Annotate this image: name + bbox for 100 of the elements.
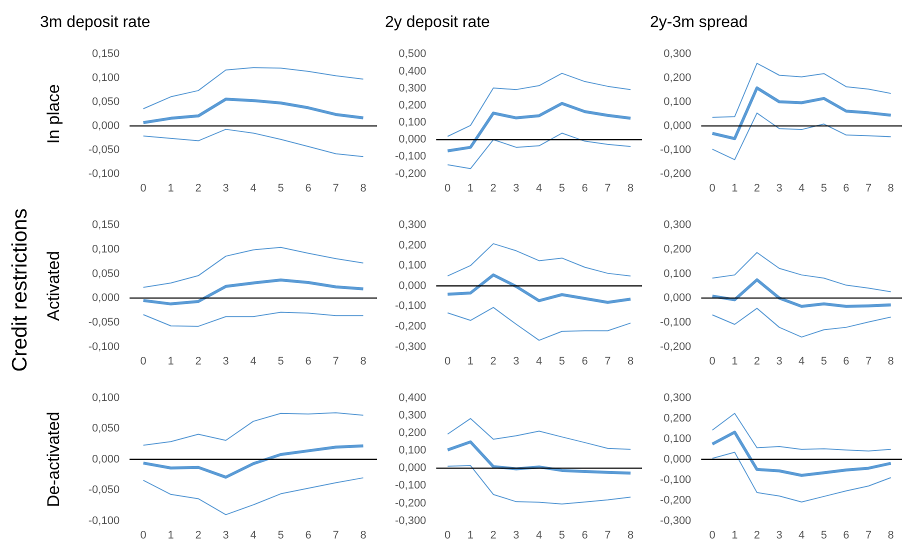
x-tick-label: 1 [168, 355, 174, 368]
x-tick-label: 6 [582, 355, 588, 368]
chart-title: 3m deposit rate [40, 14, 150, 32]
chart-title: 2y deposit rate [385, 14, 490, 32]
y-tick-label: -0,100 [394, 300, 426, 312]
x-tick-label: 0 [444, 355, 451, 368]
y-tick-label: 0,200 [664, 72, 692, 84]
x-tick-label: 6 [305, 182, 312, 194]
y-tick-label: 0,100 [398, 116, 426, 129]
y-tick-label: -0,100 [660, 316, 692, 328]
x-tick-label: 0 [140, 355, 146, 368]
y-tick-label: -0,100 [88, 514, 120, 527]
x-tick-label: 5 [278, 355, 284, 368]
x-tick-label: 1 [732, 182, 738, 194]
x-tick-label: 3 [776, 355, 782, 368]
x-tick-label: 7 [332, 355, 339, 368]
y-tick-label: 0,200 [398, 427, 426, 440]
y-tick-label: 0,000 [664, 120, 692, 132]
x-tick-label: 3 [776, 529, 782, 542]
y-tick-label: -0,100 [394, 480, 426, 492]
y-tick-label: -0,200 [660, 168, 692, 180]
x-tick-label: 3 [513, 529, 520, 542]
x-tick-label: 2 [754, 529, 760, 542]
x-tick-label: 0 [140, 182, 146, 194]
y-tick-label: 0,000 [398, 134, 426, 146]
x-tick-label: 7 [604, 529, 611, 542]
x-tick-label: 7 [865, 529, 872, 542]
y-tick-label: 0,500 [398, 48, 426, 60]
x-tick-label: 0 [709, 529, 716, 542]
x-tick-label: 3 [513, 182, 520, 194]
y-tick-label: 0,300 [664, 48, 692, 60]
y-tick-label: 0,000 [664, 292, 692, 304]
y-tick-label: 0,000 [92, 120, 120, 132]
x-tick-label: 8 [628, 529, 634, 542]
x-tick-label: 5 [820, 529, 827, 542]
y-tick-label: -0,200 [394, 497, 426, 510]
x-tick-label: 0 [709, 355, 716, 368]
y-tick-label: -0,300 [660, 514, 692, 527]
x-tick-label: 5 [558, 529, 566, 542]
y-tick-label: -0,200 [660, 494, 692, 506]
y-tick-label: 0,300 [398, 410, 426, 422]
y-tick-label: -0,100 [88, 340, 120, 353]
x-tick-label: 7 [865, 355, 872, 368]
x-tick-label: 1 [467, 355, 474, 368]
x-tick-label: 2 [195, 355, 202, 368]
y-tick-label: -0,200 [660, 340, 692, 353]
y-tick-label: 0,100 [398, 260, 426, 272]
x-tick-label: 6 [305, 355, 312, 368]
y-tick-label: -0,300 [394, 340, 426, 353]
x-tick-label: 1 [732, 355, 738, 368]
y-tick-label: 0,100 [664, 268, 692, 280]
y-tick-label: 0,000 [92, 453, 120, 466]
x-tick-label: 5 [278, 182, 284, 194]
y-tick-label: 0,050 [92, 268, 120, 280]
x-tick-label: 5 [820, 182, 827, 194]
x-tick-label: 7 [604, 182, 611, 194]
x-tick-label: 7 [604, 355, 611, 368]
y-tick-label: 0,400 [398, 65, 426, 78]
y-tick-label: 0,150 [92, 48, 120, 60]
y-tick-label: -0,100 [394, 150, 426, 163]
y-tick-label: -0,050 [88, 316, 120, 328]
x-tick-label: 6 [843, 355, 850, 368]
y-axis-title: In place [44, 84, 63, 144]
y-tick-label: -0,050 [88, 484, 120, 496]
y-tick-label: 0,150 [92, 219, 120, 232]
y-axis-title: Activated [44, 250, 63, 321]
x-tick-label: 5 [558, 355, 566, 368]
chart-title: 2y-3m spread [650, 14, 748, 32]
y-tick-label: -0,200 [394, 320, 426, 333]
y-tick-label: 0,000 [398, 462, 426, 474]
x-tick-label: 4 [250, 529, 256, 542]
y-tick-label: 0,200 [664, 412, 692, 424]
x-tick-label: 3 [513, 355, 520, 368]
y-tick-label: 0,050 [92, 422, 120, 435]
x-tick-label: 2 [195, 182, 202, 194]
y-tick-label: 0,200 [398, 239, 426, 252]
x-tick-label: 0 [140, 529, 146, 542]
y-tick-label: -0,200 [394, 168, 426, 180]
x-tick-label: 6 [843, 529, 850, 542]
x-tick-label: 6 [582, 529, 588, 542]
x-tick-label: 6 [582, 182, 588, 194]
y-tick-label: 0,050 [92, 96, 120, 108]
y-tick-label: -0,050 [88, 144, 120, 156]
x-tick-label: 2 [490, 355, 496, 368]
x-tick-label: 1 [168, 182, 174, 194]
x-tick-label: 4 [536, 355, 542, 368]
y-tick-label: 0,100 [92, 243, 120, 256]
y-tick-label: 0,100 [398, 444, 426, 457]
y-axis-title: De-activated [44, 412, 63, 508]
x-tick-label: 8 [628, 182, 634, 194]
x-tick-label: 3 [222, 529, 229, 542]
y-tick-label: -0,100 [660, 144, 692, 156]
x-tick-label: 8 [888, 355, 894, 368]
y-tick-label: 0,100 [664, 432, 692, 445]
x-tick-label: 3 [222, 355, 229, 368]
x-tick-label: 0 [709, 182, 716, 194]
x-tick-label: 2 [195, 529, 202, 542]
x-tick-label: 4 [798, 182, 805, 194]
x-tick-label: 6 [843, 182, 850, 194]
y-tick-label: 0,000 [664, 453, 692, 466]
